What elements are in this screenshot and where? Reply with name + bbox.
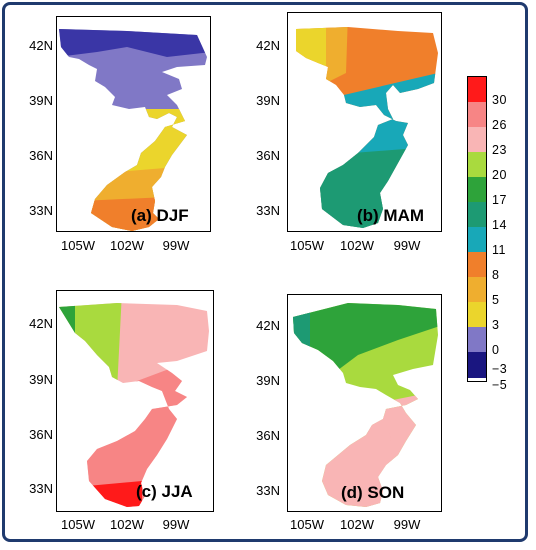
mam-map (296, 27, 438, 228)
jja-map (59, 303, 209, 507)
colorbar-cell (468, 127, 486, 152)
lon-tick-105w-b: 105W (290, 238, 324, 253)
lat-tick-33n-d: 33N (256, 483, 280, 498)
colorbar-tick: 11 (492, 243, 506, 257)
map-panel-djf (56, 16, 211, 232)
colorbar-tick: 30 (492, 93, 507, 107)
lon-tick-102w-c: 102W (110, 517, 144, 532)
colorbar-tick: 8 (492, 268, 500, 282)
lat-tick-39n-a: 39N (29, 93, 53, 108)
colorbar-tick: −3 (492, 362, 508, 376)
figure-frame (2, 2, 528, 542)
lat-tick-36n-c: 36N (29, 427, 53, 442)
lon-tick-99w-c: 99W (162, 517, 190, 532)
lon-tick-99w-b: 99W (393, 238, 421, 253)
colorbar-cell (468, 352, 486, 378)
lat-tick-33n-a: 33N (29, 203, 53, 218)
colorbar-cell (468, 77, 486, 102)
colorbar-tick: 3 (492, 318, 500, 332)
colorbar-tick: 23 (492, 143, 507, 157)
lat-tick-33n-b: 33N (256, 203, 280, 218)
colorbar-cell (468, 202, 486, 227)
colorbar-tick: −5 (492, 378, 508, 392)
colorbar (467, 76, 487, 382)
lat-tick-39n-d: 39N (256, 373, 280, 388)
lat-tick-39n-b: 39N (256, 93, 280, 108)
son-map (293, 303, 438, 507)
lat-tick-42n-d: 42N (256, 318, 280, 333)
lat-tick-42n-b: 42N (256, 38, 280, 53)
lon-tick-105w-d: 105W (290, 517, 324, 532)
map-panel-son (287, 294, 442, 512)
lon-tick-99w-a: 99W (162, 238, 190, 253)
djf-map (59, 29, 207, 231)
colorbar-cell (468, 177, 486, 202)
lat-tick-42n-c: 42N (29, 316, 53, 331)
panel-label-son: (d) SON (341, 483, 405, 502)
colorbar-tick: 26 (492, 118, 507, 132)
panel-label-djf: (a) DJF (131, 206, 189, 225)
lon-tick-102w-d: 102W (340, 517, 374, 532)
lon-tick-105w-c: 105W (61, 517, 95, 532)
map-panel-mam (287, 12, 442, 232)
colorbar-cell (468, 277, 486, 302)
colorbar-tick: 20 (492, 168, 507, 182)
lon-tick-99w-d: 99W (393, 517, 421, 532)
lat-tick-36n-b: 36N (256, 148, 280, 163)
lat-tick-36n-d: 36N (256, 428, 280, 443)
panel-label-jja: (c) JJA (136, 482, 193, 501)
colorbar-cell (468, 327, 486, 352)
lon-tick-102w-a: 102W (110, 238, 144, 253)
colorbar-cell (468, 227, 486, 252)
colorbar-cell (468, 102, 486, 127)
colorbar-tick: 0 (492, 343, 500, 357)
colorbar-cell (468, 302, 486, 327)
colorbar-cell (468, 252, 486, 277)
colorbar-tick: 5 (492, 293, 500, 307)
lat-tick-39n-c: 39N (29, 372, 53, 387)
colorbar-tick: 14 (492, 218, 507, 232)
panel-label-mam: (b) MAM (357, 206, 425, 225)
lon-tick-102w-b: 102W (340, 238, 374, 253)
lat-tick-33n-c: 33N (29, 481, 53, 496)
lat-tick-42n-a: 42N (29, 38, 53, 53)
lon-tick-105w-a: 105W (61, 238, 95, 253)
map-panel-jja (56, 290, 214, 512)
colorbar-cell (468, 152, 486, 177)
colorbar-tick: 17 (492, 193, 507, 207)
lat-tick-36n-a: 36N (29, 148, 53, 163)
